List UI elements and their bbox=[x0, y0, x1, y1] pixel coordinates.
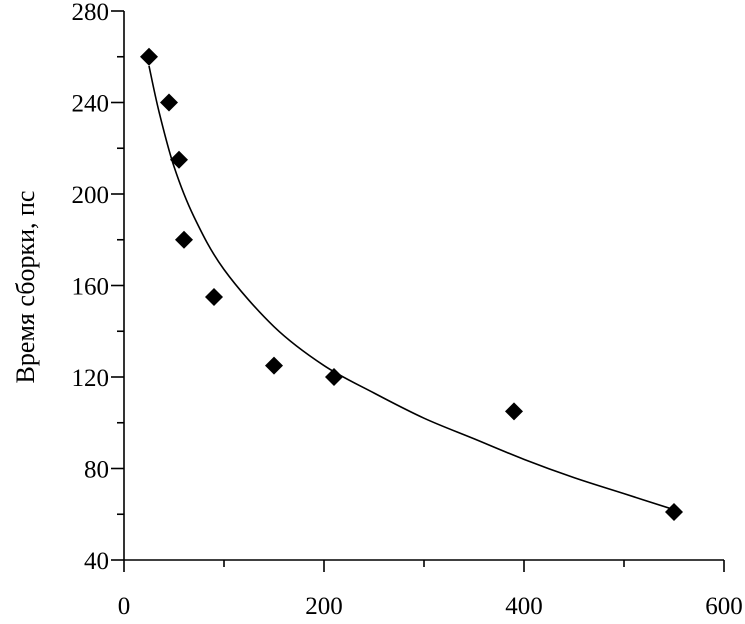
y-axis-ticks: 40 80 120 160 200 240 280 bbox=[72, 0, 124, 575]
x-tick-label: 200 bbox=[305, 593, 343, 620]
x-tick-label: 400 bbox=[505, 593, 543, 620]
y-tick-label: 240 bbox=[72, 91, 110, 118]
data-point-marker bbox=[205, 287, 223, 306]
y-tick-label: 80 bbox=[84, 457, 109, 484]
y-tick-label: 160 bbox=[72, 274, 110, 301]
axes bbox=[123, 11, 724, 561]
y-tick-label: 280 bbox=[72, 0, 110, 26]
data-point-marker bbox=[505, 402, 523, 421]
data-point-marker bbox=[665, 502, 683, 521]
x-tick-label: 0 bbox=[118, 593, 131, 620]
x-tick-label: 600 bbox=[705, 593, 743, 620]
data-point-marker bbox=[265, 356, 283, 375]
y-tick-label: 40 bbox=[84, 548, 109, 575]
y-tick-label: 200 bbox=[72, 182, 110, 209]
data-point-marker bbox=[160, 93, 178, 112]
data-point-marker bbox=[140, 47, 158, 66]
data-point-marker bbox=[175, 230, 193, 249]
x-axis-ticks: 0 200 400 600 bbox=[118, 560, 743, 620]
data-points bbox=[140, 47, 683, 521]
y-axis-label: Время сборки, пс bbox=[11, 191, 40, 384]
data-point-marker bbox=[170, 150, 188, 169]
fit-curve bbox=[148, 65, 675, 511]
data-point-marker bbox=[325, 368, 343, 386]
y-tick-label: 120 bbox=[72, 365, 110, 392]
